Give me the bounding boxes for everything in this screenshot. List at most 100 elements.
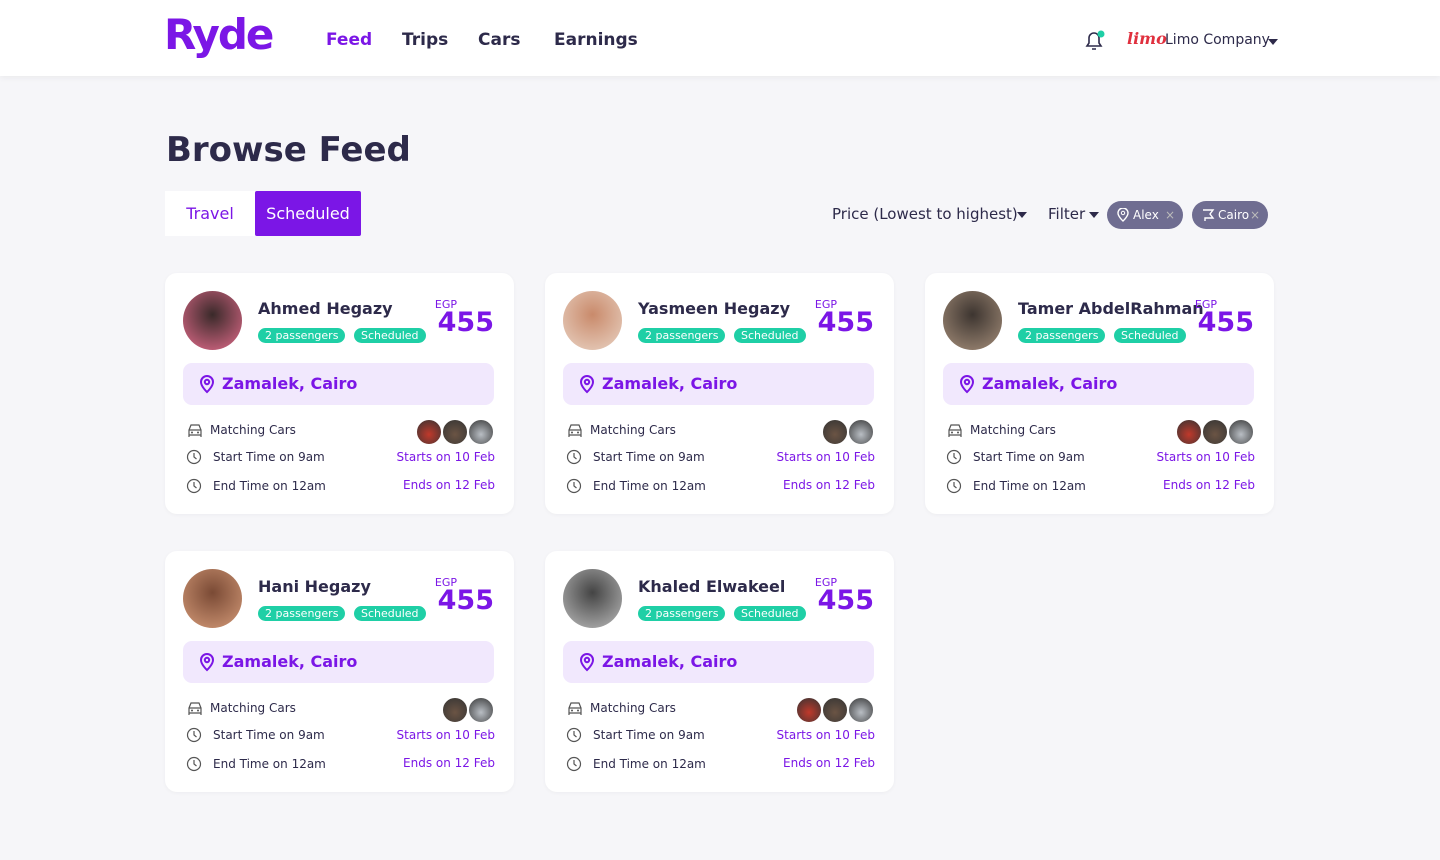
avatar <box>183 291 242 350</box>
pin-icon <box>197 374 217 398</box>
status-badge: Scheduled <box>354 328 426 343</box>
nav-link[interactable]: Cars <box>478 30 521 50</box>
clock-icon <box>186 449 202 469</box>
car-thumb[interactable] <box>1202 419 1228 445</box>
rider-name: Khaled Elwakeel <box>638 577 786 596</box>
status-badge: Scheduled <box>734 328 806 343</box>
filter[interactable]: Filter <box>1048 205 1086 223</box>
start-time: Start Time on 9am <box>973 450 1085 464</box>
clock-icon <box>566 449 582 469</box>
clock-icon <box>186 756 202 776</box>
pin-icon <box>577 652 597 676</box>
tab-active[interactable]: Scheduled <box>255 191 361 236</box>
car-icon <box>946 422 964 442</box>
passengers-badge: 2 passengers <box>1018 328 1106 343</box>
end-date: Ends on 12 Feb <box>783 756 875 770</box>
car-thumb[interactable] <box>416 419 442 445</box>
nav-link[interactable]: Trips <box>402 30 449 50</box>
end-time: End Time on 12am <box>593 757 706 771</box>
pin-icon <box>577 374 597 398</box>
feed-card[interactable]: Khaled Elwakeel 2 passengers Scheduled EGP 4… <box>545 551 894 792</box>
car-thumb[interactable] <box>442 697 468 723</box>
filter-chip[interactable]: Cairo × <box>1192 201 1268 229</box>
feed-card[interactable]: Ahmed Hegazy 2 passengers Scheduled EGP 455 Z… <box>165 273 514 514</box>
car-thumb[interactable] <box>848 697 874 723</box>
price: 455 <box>817 307 874 338</box>
company-logo: limo <box>1127 29 1167 48</box>
pin-icon <box>197 652 217 676</box>
clock-icon <box>566 756 582 776</box>
car-thumb[interactable] <box>442 419 468 445</box>
clock-icon <box>186 727 202 747</box>
end-date: Ends on 12 Feb <box>783 478 875 492</box>
end-time: End Time on 12am <box>593 479 706 493</box>
car-thumb[interactable] <box>1176 419 1202 445</box>
status-badge: Scheduled <box>734 606 806 621</box>
chip-close[interactable]: × <box>1249 208 1260 222</box>
start-date: Starts on 10 Feb <box>776 728 875 742</box>
company-name[interactable]: Limo Company <box>1165 32 1270 48</box>
car-icon <box>186 422 204 442</box>
avatar <box>563 569 622 628</box>
avatar <box>563 291 622 350</box>
matching-label: Matching Cars <box>970 423 1056 437</box>
caret <box>1017 212 1027 218</box>
currency: EGP <box>814 576 837 589</box>
car-thumb[interactable] <box>822 697 848 723</box>
clock-icon <box>566 478 582 498</box>
matching-label: Matching Cars <box>210 701 296 715</box>
status-badge: Scheduled <box>1114 328 1186 343</box>
matching-label: Matching Cars <box>210 423 296 437</box>
car-thumb[interactable] <box>1228 419 1254 445</box>
nav-link[interactable]: Earnings <box>554 30 638 50</box>
avatar <box>183 569 242 628</box>
rider-name: Ahmed Hegazy <box>258 299 393 318</box>
location: Zamalek, Cairo <box>222 652 358 671</box>
nav-link[interactable]: Feed <box>326 30 373 50</box>
start-time: Start Time on 9am <box>213 728 325 742</box>
car-thumb[interactable] <box>822 419 848 445</box>
currency: EGP <box>814 298 837 311</box>
tab[interactable]: Travel <box>165 191 255 236</box>
passengers-badge: 2 passengers <box>638 328 726 343</box>
top-bar: Ryde Feed Trips Cars Earnings limo Limo … <box>0 0 1440 76</box>
page-title: Browse Feed <box>166 130 411 170</box>
price: 455 <box>817 585 874 616</box>
end-date: Ends on 12 Feb <box>403 478 495 492</box>
logo[interactable]: Ryde <box>164 10 274 59</box>
location: Zamalek, Cairo <box>602 374 738 393</box>
car-thumb[interactable] <box>848 419 874 445</box>
feed-card[interactable]: Tamer AbdelRahman 2 passengers Scheduled EG… <box>925 273 1274 514</box>
chip-close[interactable]: × <box>1164 208 1175 222</box>
start-date: Starts on 10 Feb <box>396 450 495 464</box>
location: Zamalek, Cairo <box>602 652 738 671</box>
car-thumb[interactable] <box>468 697 494 723</box>
car-icon <box>186 700 204 720</box>
car-thumb[interactable] <box>796 697 822 723</box>
currency: EGP <box>434 576 457 589</box>
clock-icon <box>946 478 962 498</box>
filter-chip[interactable]: Alex × <box>1107 201 1183 229</box>
clock-icon <box>566 727 582 747</box>
rider-name: Tamer AbdelRahman <box>1018 299 1204 318</box>
end-date: Ends on 12 Feb <box>403 756 495 770</box>
bell[interactable] <box>1082 28 1108 54</box>
location: Zamalek, Cairo <box>982 374 1118 393</box>
car-thumb[interactable] <box>468 419 494 445</box>
matching-label: Matching Cars <box>590 701 676 715</box>
price: 455 <box>437 585 494 616</box>
price: 455 <box>1197 307 1254 338</box>
sort[interactable]: Price (Lowest to highest) <box>832 205 1018 223</box>
feed-card[interactable]: Yasmeen Hegazy 2 passengers Scheduled EGP 45… <box>545 273 894 514</box>
status-badge: Scheduled <box>354 606 426 621</box>
location-box <box>183 363 494 405</box>
passengers-badge: 2 passengers <box>258 328 346 343</box>
passengers-badge: 2 passengers <box>258 606 346 621</box>
start-time: Start Time on 9am <box>593 450 705 464</box>
feed-card[interactable]: Hani Hegazy 2 passengers Scheduled EGP 455 Za… <box>165 551 514 792</box>
car-icon <box>566 422 584 442</box>
currency: EGP <box>434 298 457 311</box>
chip-label: Cairo <box>1218 208 1250 222</box>
location-box <box>943 363 1254 405</box>
